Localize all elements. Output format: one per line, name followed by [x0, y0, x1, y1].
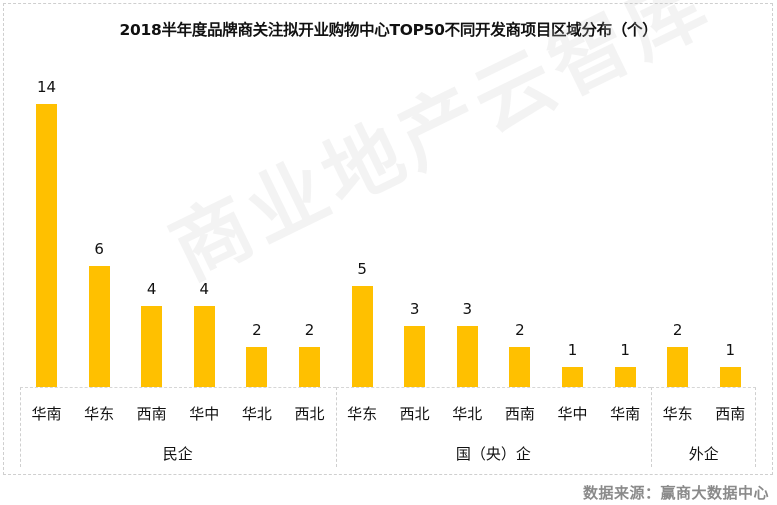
category-label: 华北 [241, 405, 272, 423]
group-axis-box [20, 387, 336, 467]
category-label: 华中 [189, 405, 220, 423]
category-label: 华南 [31, 405, 62, 423]
group-label: 民企 [162, 445, 193, 463]
category-label: 华东 [84, 405, 115, 423]
bar [456, 326, 478, 387]
group-axis-box [651, 387, 757, 467]
bar [36, 104, 57, 387]
category-label: 华北 [452, 405, 483, 423]
group-label: 外企 [688, 445, 719, 463]
data-label: 1 [567, 340, 578, 359]
data-label: 6 [94, 239, 104, 258]
category-label: 西南 [136, 405, 167, 423]
bar [141, 306, 163, 387]
bar [88, 265, 110, 387]
data-label: 2 [304, 320, 315, 339]
data-label: 2 [515, 320, 525, 339]
data-source-note: 数据来源：赢商大数据中心 [582, 484, 769, 502]
category-label: 华东 [662, 405, 693, 423]
data-label: 14 [36, 78, 57, 97]
bar [667, 346, 689, 387]
bar [509, 346, 531, 387]
category-label: 西北 [294, 405, 325, 423]
group-axis-box [335, 387, 652, 467]
data-label: 5 [357, 260, 367, 278]
bar [719, 366, 741, 387]
bar [562, 366, 583, 387]
category-label: 西南 [504, 405, 535, 423]
bar [351, 286, 373, 387]
category-label: 华中 [557, 405, 588, 423]
data-label: 3 [409, 300, 420, 319]
category-label: 华南 [610, 405, 641, 423]
data-label: 1 [725, 340, 736, 359]
bar [299, 346, 320, 387]
chart-frame [3, 3, 773, 475]
bar [404, 326, 426, 387]
category-label: 华东 [347, 405, 378, 423]
category-label: 西北 [399, 405, 430, 423]
chart-title: 2018半年度品牌商关注拟开业购物中心TOP50不同开发商项目区域分布（个） [119, 21, 658, 39]
data-label: 3 [462, 300, 473, 319]
bar [193, 306, 215, 387]
data-label: 4 [146, 280, 157, 299]
group-label: 国（央）企 [455, 445, 531, 463]
bar [246, 346, 268, 387]
data-label: 2 [672, 320, 683, 339]
category-label: 西南 [715, 405, 746, 423]
data-label: 1 [620, 340, 630, 359]
bar [614, 366, 636, 387]
data-label: 4 [199, 280, 210, 299]
data-label: 2 [252, 320, 262, 339]
